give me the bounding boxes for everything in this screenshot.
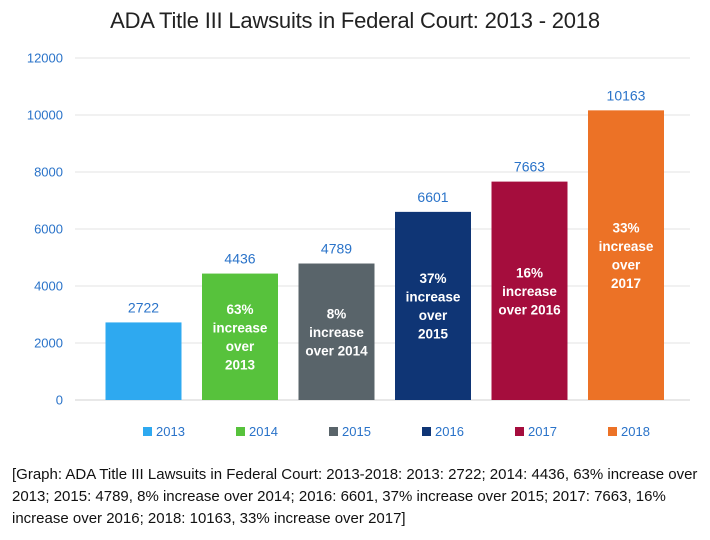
legend: 2013 2014 2015 2016 2017 2018 <box>143 424 650 439</box>
legend-label: 2018 <box>621 424 650 439</box>
bar-2017 <box>491 181 568 400</box>
legend-swatch <box>329 427 338 436</box>
y-tick-label: 10000 <box>27 108 63 123</box>
legend-item-2016: 2016 <box>422 424 464 439</box>
bar-2015 <box>298 263 375 400</box>
y-tick-label: 2000 <box>34 336 63 351</box>
legend-item-2014: 2014 <box>236 424 278 439</box>
legend-swatch <box>236 427 245 436</box>
chart-title: ADA Title III Lawsuits in Federal Court:… <box>110 8 600 33</box>
legend-item-2015: 2015 <box>329 424 371 439</box>
legend-label: 2015 <box>342 424 371 439</box>
legend-swatch <box>515 427 524 436</box>
bar-annotation-2017: 16% increase over 2016 <box>498 265 561 317</box>
y-tick-label: 8000 <box>34 165 63 180</box>
bar-2014 <box>202 273 278 400</box>
y-tick-label: 0 <box>56 393 63 408</box>
bar-chart: 0 2000 4000 6000 8000 10000 12000 2722 4436 4789… <box>27 51 690 439</box>
data-label-2014: 4436 <box>224 251 255 267</box>
bar-2016 <box>395 211 471 400</box>
legend-item-2013: 2013 <box>143 424 185 439</box>
legend-label: 2013 <box>156 424 185 439</box>
data-label-2018: 10163 <box>607 87 646 103</box>
data-label-2016: 6601 <box>417 189 448 205</box>
legend-item-2018: 2018 <box>608 424 650 439</box>
legend-label: 2017 <box>528 424 557 439</box>
data-label-2013: 2722 <box>128 299 159 315</box>
y-axis: 0 2000 4000 6000 8000 10000 12000 <box>27 51 63 408</box>
data-label-2015: 4789 <box>321 241 352 257</box>
chart-caption: [Graph: ADA Title III Lawsuits in Federa… <box>12 466 698 527</box>
data-labels: 2722 4436 4789 6601 7663 10163 <box>128 87 646 315</box>
legend-swatch <box>143 427 152 436</box>
bars <box>105 110 664 401</box>
bar-2018 <box>588 110 664 401</box>
bar-annotations: 63% increase over 2013 8% increase over 2014 37… <box>213 220 654 372</box>
bar-2013 <box>105 322 182 400</box>
y-tick-label: 6000 <box>34 222 63 237</box>
legend-label: 2014 <box>249 424 278 439</box>
legend-label: 2016 <box>435 424 464 439</box>
legend-swatch <box>422 427 431 436</box>
legend-item-2017: 2017 <box>515 424 557 439</box>
bar-annotation-2015: 8% increase over 2014 <box>305 306 368 358</box>
bar-annotation-2016: 37% increase over 2015 <box>406 271 461 342</box>
legend-swatch <box>608 427 617 436</box>
data-label-2017: 7663 <box>514 159 545 175</box>
bar-annotation-2018: 33% increase over 2017 <box>599 220 654 291</box>
y-tick-label: 4000 <box>34 279 63 294</box>
y-tick-label: 12000 <box>27 51 63 66</box>
bar-annotation-2014: 63% increase over 2013 <box>213 302 268 373</box>
